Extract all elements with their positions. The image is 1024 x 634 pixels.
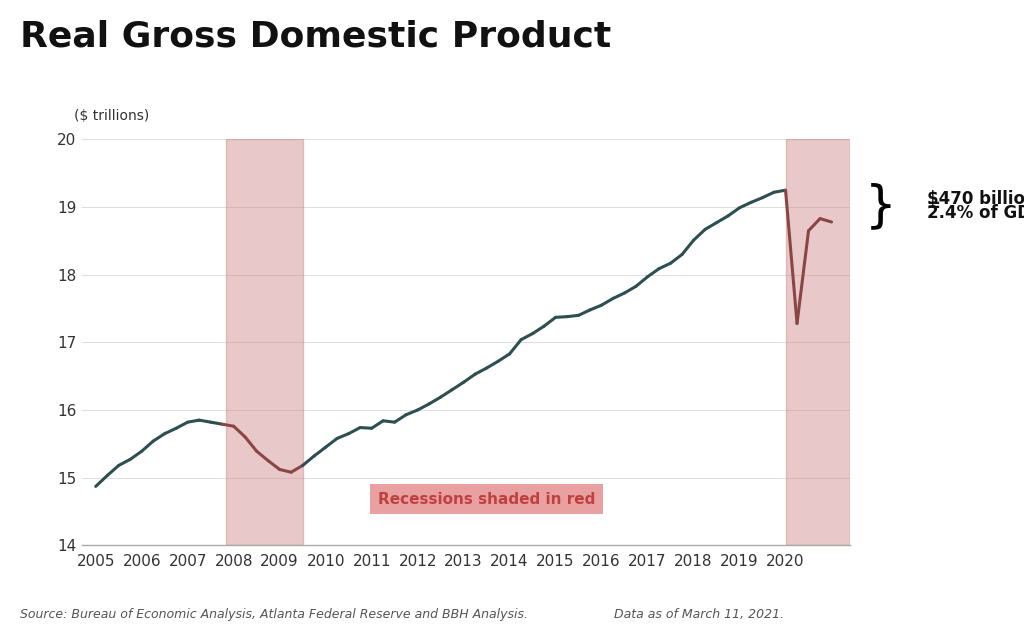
Bar [785,139,850,545]
Bar [226,139,303,545]
Text: Source: Bureau of Economic Analysis, Atlanta Federal Reserve and BBH Analysis.: Source: Bureau of Economic Analysis, Atl… [20,608,528,621]
Text: Data as of March 11, 2021.: Data as of March 11, 2021. [614,608,784,621]
Text: }: } [865,182,897,230]
Text: Recessions shaded in red: Recessions shaded in red [378,492,595,507]
Text: $470 billion: $470 billion [927,190,1024,208]
Text: ($ trillions): ($ trillions) [75,109,150,123]
Text: 2.4% of GDP: 2.4% of GDP [927,204,1024,222]
Text: Real Gross Domestic Product: Real Gross Domestic Product [20,19,611,53]
Text: =: = [927,197,941,215]
